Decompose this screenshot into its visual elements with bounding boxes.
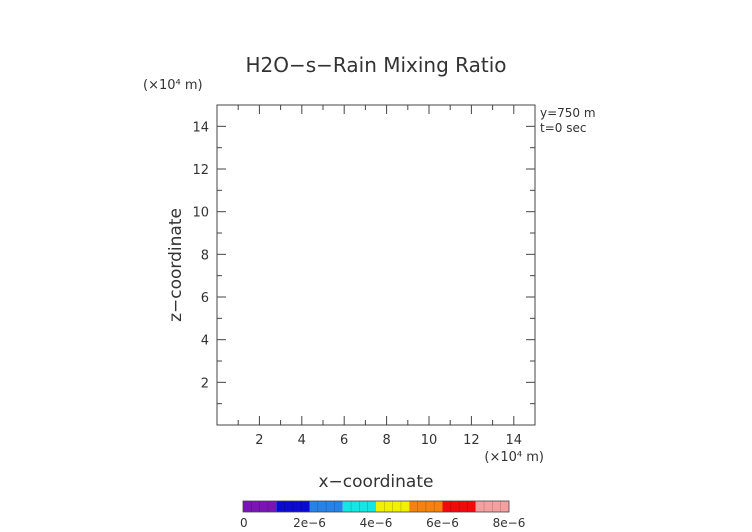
x-tick-label: 6 xyxy=(340,433,348,448)
colorbar-tick-label: 0 xyxy=(240,516,248,530)
colorbar-swatch xyxy=(276,501,310,512)
x-tick-label: 10 xyxy=(421,433,438,448)
colorbar-swatch xyxy=(442,501,476,512)
y-tick-label: 6 xyxy=(201,291,209,306)
y-tick-label: 4 xyxy=(201,334,209,349)
colorbar-frame xyxy=(242,500,510,513)
colorbar-tick-label: 8e−6 xyxy=(493,516,526,530)
x-axis-ticks: 2 4 6 8 10 12 14 xyxy=(237,105,523,448)
colorbar-swatch xyxy=(475,501,509,512)
y-tick-label: 12 xyxy=(192,163,209,178)
y-tick-label: 8 xyxy=(201,248,209,263)
y-tick-label: 2 xyxy=(201,376,209,391)
annotation-t: t=0 sec xyxy=(540,121,586,135)
colorbar-tick-label: 6e−6 xyxy=(426,516,459,530)
y-axis-label: z−coordinate xyxy=(166,208,186,322)
chart-title: H2O−s−Rain Mixing Ratio xyxy=(245,53,506,77)
colorbar-swatch xyxy=(376,501,410,512)
colorbar-tick-label: 2e−6 xyxy=(293,516,326,530)
colorbar-swatch xyxy=(243,501,277,512)
annotation-y: y=750 m xyxy=(540,106,596,120)
x-tick-label: 14 xyxy=(506,433,523,448)
x-tick-label: 2 xyxy=(255,433,263,448)
x-tick-label: 12 xyxy=(463,433,480,448)
colorbar-swatch xyxy=(309,501,343,512)
colorbar-swatch xyxy=(342,501,376,512)
x-axis-unit: (×10⁴ m) xyxy=(484,450,544,465)
x-tick-label: 8 xyxy=(382,433,390,448)
colorbar: 0 2e−6 4e−6 6e−6 8e−6 xyxy=(240,500,526,530)
y-tick-label: 10 xyxy=(192,206,209,221)
y-axis-ticks: 2 4 6 8 10 12 14 xyxy=(192,120,535,405)
y-tick-label: 14 xyxy=(192,120,209,135)
colorbar-tick-label: 4e−6 xyxy=(360,516,393,530)
x-tick-label: 4 xyxy=(298,433,306,448)
plot-area xyxy=(216,104,536,426)
y-axis-unit: (×10⁴ m) xyxy=(143,78,203,93)
x-axis-label: x−coordinate xyxy=(319,472,434,492)
colorbar-swatch xyxy=(409,501,443,512)
